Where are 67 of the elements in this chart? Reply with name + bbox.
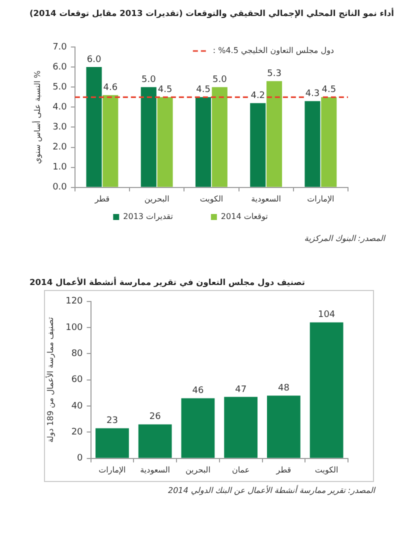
y-tick-label: 0 [77, 454, 84, 464]
y-tick-label: 7.0 [52, 42, 68, 52]
x-tick-label: الكويت [314, 465, 338, 474]
bar [321, 97, 337, 187]
x-tick-label: البحرين [185, 465, 210, 474]
y-tick-label: 100 [66, 322, 84, 333]
bar [224, 396, 258, 458]
data-label: 4.5 [322, 84, 336, 95]
y-tick-label: 1.0 [52, 162, 68, 173]
data-label: 48 [278, 383, 290, 394]
bar [96, 428, 129, 458]
data-label: 104 [318, 310, 336, 320]
x-tick-label: السعودية [140, 465, 170, 474]
data-label: 47 [235, 384, 247, 395]
y-tick-label: 60 [71, 375, 84, 386]
bar [266, 81, 282, 187]
chart-title: تصنيف دول مجلس التعاون في تقرير ممارسة أنشطة الأعمال 2014 [30, 277, 305, 287]
y-tick-label: 4.0 [52, 102, 68, 113]
data-label: 4.5 [196, 84, 210, 95]
x-tick-label: قطر [94, 194, 110, 204]
bar [140, 87, 156, 187]
bar [212, 87, 228, 187]
bar [157, 97, 173, 187]
data-label: 4.6 [103, 82, 118, 93]
x-tick-label: السعودية [251, 194, 282, 204]
data-label: 6.0 [86, 54, 102, 65]
x-tick-label: البحرين [144, 194, 170, 204]
y-tick-label: 120 [66, 296, 84, 307]
bar [102, 95, 118, 187]
text: المصدر: تقرير ممارسة أنشطة الأعمال عن البنك الدولي 2014 [168, 486, 375, 495]
data-label: 23 [106, 416, 118, 426]
y-tick-label: 20 [71, 428, 84, 438]
bar [250, 103, 266, 187]
y-tick-label: 0.0 [52, 182, 68, 193]
legend-label: توقعات 2014 [220, 212, 268, 222]
data-label: 26 [149, 412, 162, 422]
y-tick-label: 80 [71, 349, 84, 360]
x-tick-label: الإمارات [307, 194, 334, 204]
data-label: 5.3 [267, 68, 282, 79]
bar [266, 396, 300, 458]
bar [195, 97, 212, 187]
data-label: 4.5 [158, 84, 172, 95]
legend-label: تقديرات 2013 [123, 212, 205, 222]
data-label: 5.0 [141, 74, 156, 85]
data-label: 5.0 [212, 74, 228, 85]
x-tick-label: الكويت [200, 194, 224, 204]
bar [310, 322, 344, 458]
text: المصدر: البنوك المركزية [304, 234, 385, 243]
bar [86, 67, 102, 187]
y-axis-title: تصنيف ممارسة الأعمال من 189 دولة [44, 317, 55, 443]
chart-title: أداء نمو الناتج المحلي الإجمالي الحقيقي والتوقعات (تقديرات 2013 مقابل توقعات 2014) [29, 8, 394, 18]
y-tick-label: 6.0 [52, 62, 68, 72]
y-tick-label: 3.0 [52, 122, 68, 133]
data-label: 4.3 [305, 89, 320, 99]
y-axis-title: النسبة على أساس سنوي % [32, 70, 42, 164]
data-label: 4.2 [250, 91, 266, 102]
y-tick-label: 40 [71, 401, 84, 412]
data-label: 46 [192, 386, 204, 396]
bar [304, 101, 320, 187]
y-tick-label: 5.0 [52, 82, 68, 92]
bar [181, 398, 215, 458]
y-tick-label: 2.0 [52, 142, 68, 153]
x-tick-label: عمان [232, 465, 250, 474]
x-tick-label: الإمارات [98, 465, 126, 474]
bar [138, 424, 172, 458]
legend-label: دول مجلس التعاون الخليجي 4.5% : [212, 46, 334, 56]
x-tick-label: قطر [275, 465, 292, 474]
